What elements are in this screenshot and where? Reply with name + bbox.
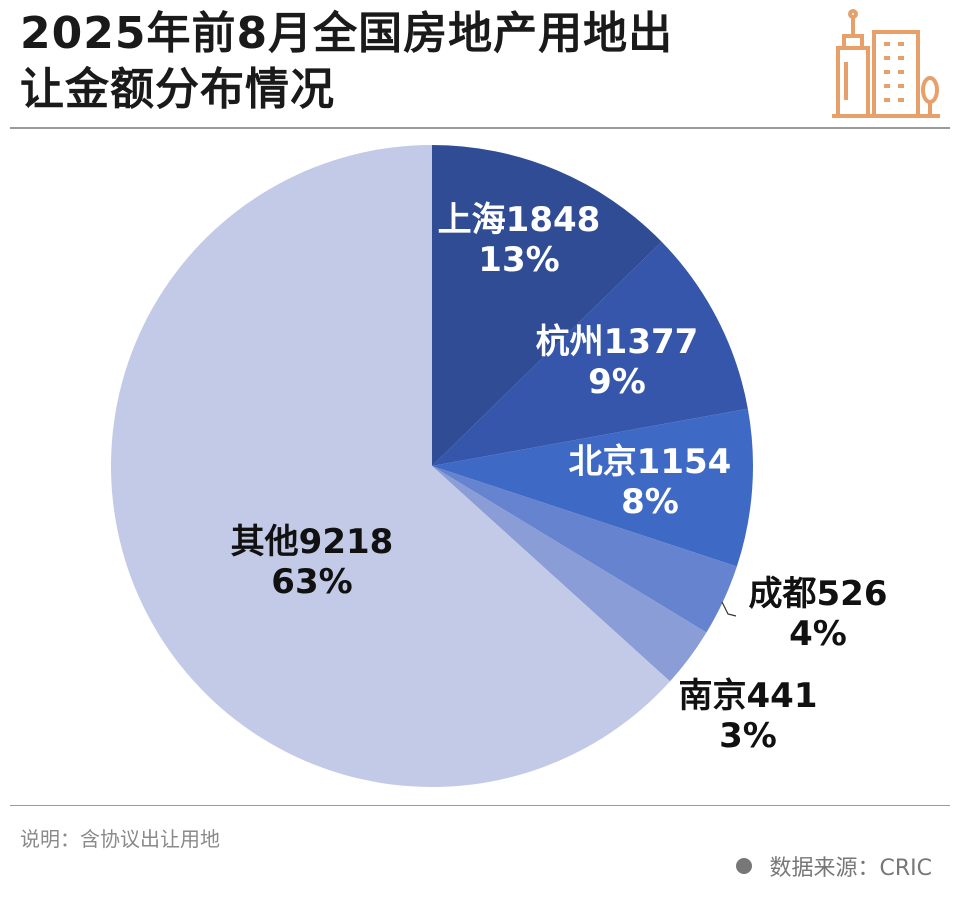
pie-slice-6 bbox=[110, 144, 671, 787]
pie-slice-4 bbox=[432, 466, 737, 633]
title-line-2: 让金额分布情况 bbox=[20, 64, 335, 115]
label-other: 其他9218 63% bbox=[230, 522, 394, 602]
title-line-1: 2025年前8月全国房地产用地出 bbox=[20, 8, 674, 59]
source: 数据来源：CRIC bbox=[735, 850, 933, 882]
pie-slice-3 bbox=[432, 408, 753, 567]
chengdu-leader-line bbox=[721, 601, 737, 617]
bottom-divider bbox=[10, 805, 950, 806]
label-hangzhou: 杭州1377 9% bbox=[535, 322, 699, 402]
top-divider bbox=[10, 127, 950, 129]
label-beijing: 北京1154 8% bbox=[568, 442, 732, 522]
pie-slice-5 bbox=[432, 466, 707, 682]
pie-slice-1 bbox=[432, 145, 662, 466]
label-nanjing: 南京441 3% bbox=[678, 676, 818, 756]
chart-title: 2025年前8月全国房地产用地出 让金额分布情况 bbox=[20, 6, 673, 118]
label-chengdu: 成都526 4% bbox=[748, 574, 888, 654]
label-shanghai: 上海1848 13% bbox=[437, 200, 601, 280]
source-text: 数据来源：CRIC bbox=[769, 856, 933, 881]
building-icon bbox=[828, 8, 944, 124]
dot-icon bbox=[735, 858, 752, 874]
footnote: 说明：含协议出让用地 bbox=[20, 827, 220, 851]
pie-slice-2 bbox=[432, 241, 748, 466]
